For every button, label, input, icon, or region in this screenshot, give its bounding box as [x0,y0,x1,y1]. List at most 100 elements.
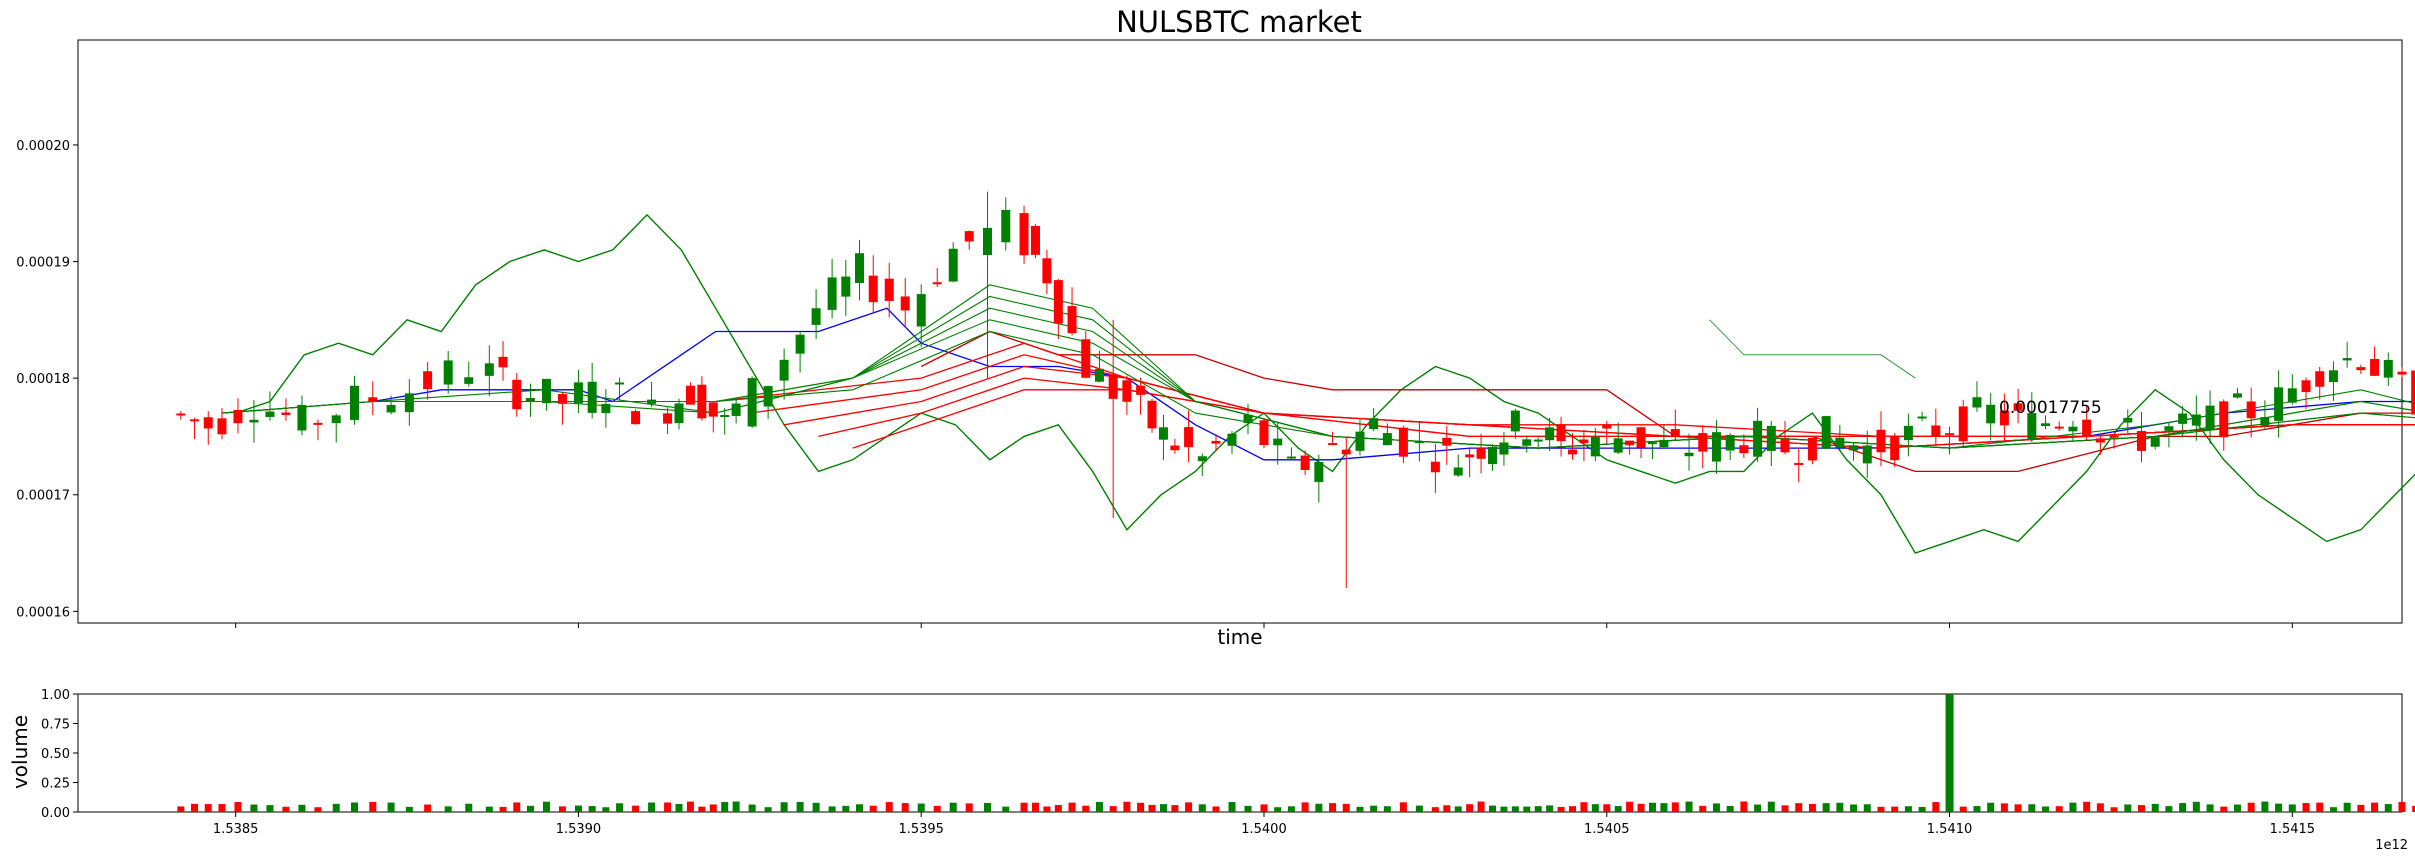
volume-bar [2261,801,2269,812]
lagging-line [1709,319,1916,379]
volume-bar [965,803,973,812]
volume-bar [2233,804,2241,812]
volume-bar [1808,803,1816,812]
volume-bar [1054,805,1062,812]
candle-body [1136,385,1146,395]
volume-bar [1383,806,1391,812]
candle-body [1625,440,1635,446]
volume-bar [1095,801,1103,812]
candle-body [1766,425,1776,451]
volume-bar [1500,806,1508,812]
candle-body [2191,414,2201,426]
candle-body [932,282,942,285]
volume-bar [2206,804,2214,812]
volume-bar [191,803,199,812]
candle-body [281,412,291,415]
x-axis-label: time [1217,625,1262,649]
candle-body [313,422,323,425]
volume-bar [1580,802,1588,812]
candle-body [1259,420,1269,446]
volume-bar [686,801,694,812]
volume-bar [1274,807,1282,812]
candle-body [1522,439,1532,446]
volume-bar [1822,803,1830,812]
volume-bar [1726,805,1734,812]
volume-bar [1431,807,1439,812]
volume-bar [2343,802,2351,812]
ma-slow-line [749,354,2415,449]
candle-body [1835,437,1845,448]
volume-bar [796,801,804,812]
volume-bar [1591,804,1599,812]
candle-body [982,227,992,256]
candle-body [2287,388,2297,403]
candle-body [1931,425,1941,437]
candle-body [1430,461,1440,473]
candle-body [541,378,551,404]
volume-bar [664,802,672,812]
candle-body [1972,397,1982,408]
candle-body [1739,445,1749,454]
candle-body [2041,423,2051,427]
volume-x-tick-label: 1.5410 [1927,822,1973,837]
candle-body [1876,429,1886,453]
volume-bar [1454,806,1462,812]
candle-body [1053,280,1063,324]
volume-bar [1671,802,1679,812]
candle-body [916,294,926,327]
volume-bar [1511,806,1519,812]
candle-body [1030,226,1040,255]
candle-body [1698,433,1708,452]
candle-body [1211,440,1221,444]
candle-body [498,356,508,368]
candle-body [2082,419,2092,438]
candle-body [1355,431,1365,451]
candle-body [1567,449,1577,455]
candle-body [1986,404,1996,424]
candle-body [1081,339,1091,378]
volume-bar [1648,802,1656,812]
lagging-span-line [235,213,2415,554]
volume-x-tick-label: 1.5415 [2270,822,2316,837]
candle-body [1711,432,1721,462]
candle-body [663,413,673,424]
volume-bar [675,803,683,812]
candle-body [1684,452,1694,457]
chart-title: NULSBTC market [1116,5,1362,39]
candle-body [1476,448,1486,459]
price-y-tick-label: 0.00016 [16,605,70,620]
volume-bar [387,802,395,812]
volume-bar [2110,807,2118,812]
volume-bar [1109,806,1117,812]
volume-bar [2220,806,2228,812]
volume-bar [1781,805,1789,812]
volume-bar [424,804,432,812]
candle-body [484,363,494,376]
volume-bar [1767,801,1775,812]
candle-body [1108,376,1118,399]
candle-body [1636,427,1646,448]
candle-body [1243,414,1253,424]
volume-bar [2247,802,2255,812]
volume-bar [1370,805,1378,812]
candle-body [747,378,757,427]
candle-body [884,278,894,301]
candle-body [827,277,837,310]
x-offset-label: 1e12 [2375,838,2408,853]
volume-bar [250,804,258,812]
volume-bar [1415,805,1423,812]
candle-body [811,308,821,325]
volume-bar [1315,803,1323,812]
candle-body [1849,445,1859,451]
volume-bar [1466,804,1474,812]
candle-body [1453,467,1463,476]
volume-bar [1137,802,1145,812]
candle-body [249,419,259,423]
candle-body [1369,418,1379,430]
candle-body [1300,455,1310,470]
volume-bar [2371,802,2379,812]
volume-bar [465,803,473,812]
volume-bar [1863,804,1871,812]
price-series [176,191,2415,589]
candle-body [1197,456,1207,462]
